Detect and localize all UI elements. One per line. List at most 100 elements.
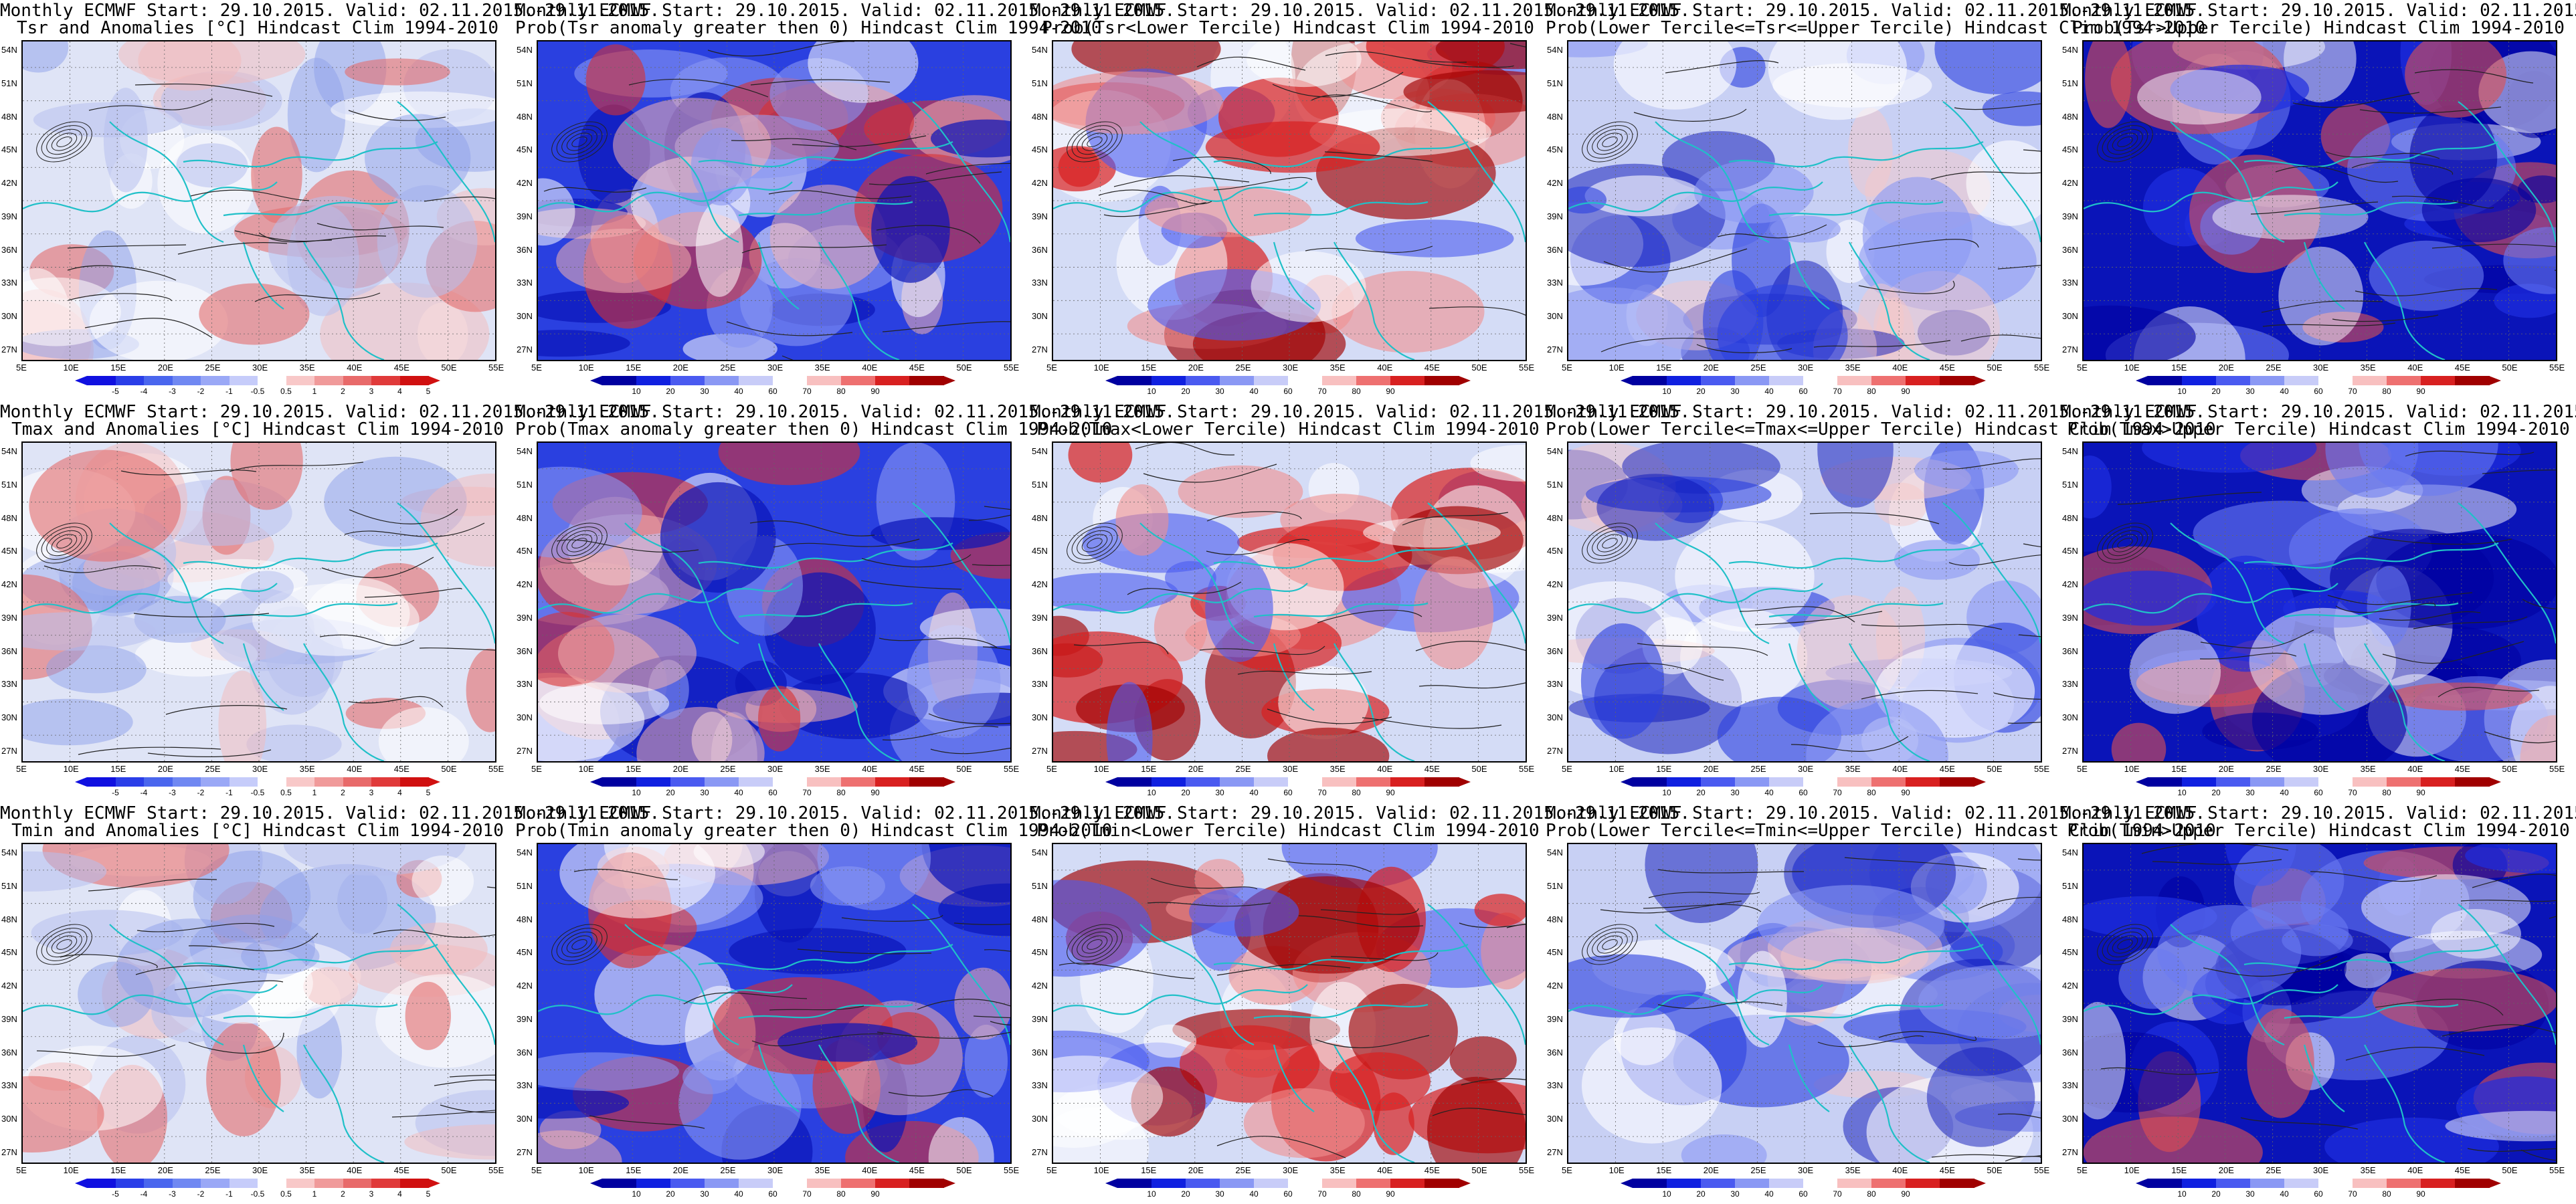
coastline — [1253, 201, 1429, 217]
temperature-contour — [134, 83, 273, 97]
latitude-label: 48N — [1547, 914, 1563, 924]
shaded-region — [1053, 1056, 1164, 1138]
colorbar-segment — [2387, 1179, 2421, 1188]
shaded-region — [1329, 1052, 1431, 1111]
colorbar-segment — [371, 777, 400, 787]
temperature-contour — [2520, 1149, 2556, 1161]
temperature-contour — [1324, 151, 1433, 163]
colorbar-segment — [1220, 376, 1255, 385]
coastline — [1053, 181, 1308, 213]
temperature-contour — [88, 878, 217, 892]
colorbar-label: -0.5 — [250, 788, 265, 797]
latitude-label: 45N — [1, 947, 17, 958]
longitude-label: 25E — [2266, 1165, 2282, 1175]
colorbar-segment — [602, 1179, 637, 1188]
latitude-label: 51N — [2062, 880, 2078, 891]
colorbar-segment — [602, 777, 637, 787]
latitude-label: 45N — [1547, 144, 1563, 155]
colorbar-label: 30 — [1215, 387, 1224, 396]
coastline — [912, 101, 1010, 243]
coastline — [1273, 241, 1315, 310]
colorbar-label: 2 — [341, 387, 345, 396]
latitude-label: 27N — [1032, 1147, 1048, 1157]
latitude-label: 45N — [1032, 144, 1048, 155]
panel-title-line2: Prob(Tmin anomaly greater then 0) Hindca… — [515, 821, 1113, 841]
elevation-contour — [2107, 128, 2143, 155]
elevation-contour — [46, 128, 82, 155]
longitude-label: 30E — [1283, 764, 1299, 774]
colorbar-segment — [1837, 1179, 1872, 1188]
latitude-label: 30N — [1547, 712, 1563, 723]
colorbar-segment — [87, 376, 116, 385]
colorbar-label: 60 — [1799, 1189, 1808, 1199]
coastline — [223, 201, 398, 217]
elevation-contour — [1602, 538, 1618, 548]
temperature-contour — [882, 726, 999, 740]
colorbar-label: -1 — [225, 1189, 233, 1199]
longitude-label: 45E — [2454, 1165, 2470, 1175]
elevation-contour — [1087, 939, 1103, 950]
latitude-label: 39N — [1032, 211, 1048, 221]
temperature-contour — [1930, 171, 2041, 180]
coastline — [2084, 181, 2338, 213]
longitude-label: 35E — [299, 1165, 315, 1175]
coastline — [1768, 602, 1944, 618]
colorbar-segment — [841, 777, 876, 787]
latitude-label: 30N — [1, 712, 17, 723]
longitude-label: 10E — [1608, 764, 1625, 774]
longitude-label: 20E — [2218, 764, 2234, 774]
shaded-region — [1934, 41, 2041, 94]
latitude-label: 45N — [1547, 546, 1563, 557]
temperature-contour — [1461, 1078, 1526, 1086]
longitude-label: 15E — [1656, 363, 1672, 373]
map-panel-tmax-prob-pos: Monthly ECMWF Start: 29.10.2015. Valid: … — [515, 401, 1176, 803]
temperature-contour — [364, 588, 462, 598]
colorbar-label: 10 — [632, 387, 641, 396]
map-area — [1052, 40, 1527, 361]
panel-title-line1: Monthly ECMWF Start: 29.10.2015. Valid: … — [0, 1, 660, 21]
shaded-region — [2137, 70, 2262, 125]
shaded-region — [1144, 186, 1312, 237]
longitude-label: 55E — [2034, 1165, 2050, 1175]
temperature-contour — [982, 646, 1010, 651]
longitude-label: 55E — [2549, 363, 2565, 373]
elevation-contour — [1602, 939, 1618, 950]
shaded-region — [636, 706, 765, 761]
panel-title-line1: Monthly ECMWF Start: 29.10.2015. Valid: … — [515, 402, 1176, 422]
temperature-contour — [2413, 616, 2528, 629]
shaded-region — [2325, 443, 2419, 498]
colorbar-segment — [286, 1179, 315, 1188]
colorbar — [2136, 777, 2501, 787]
coastline — [1568, 583, 1823, 614]
latitude-label: 30N — [1547, 1114, 1563, 1124]
shaded-region — [377, 185, 478, 298]
colorbar-segment — [2421, 1179, 2456, 1188]
colorbar-label: 10 — [1662, 788, 1671, 797]
colorbar-label: 80 — [836, 1189, 846, 1199]
temperature-contour — [741, 244, 887, 254]
latitude-label: 39N — [1547, 211, 1563, 221]
latitude-label: 27N — [2062, 344, 2078, 355]
longitude-label: 25E — [1750, 764, 1766, 774]
longitude-label: 55E — [488, 363, 504, 373]
temperature-contour — [177, 241, 288, 255]
colorbar-low-arrow — [590, 1179, 602, 1188]
panel-title-line1: Monthly ECMWF Start: 29.10.2015. Valid: … — [1030, 402, 1691, 422]
colorbar-segment — [229, 777, 258, 787]
longitude-label: 55E — [1519, 1165, 1535, 1175]
latitude-label: 33N — [1547, 278, 1563, 288]
shaded-region — [538, 178, 575, 246]
coastline — [1053, 984, 1308, 1015]
temperature-contour — [2262, 322, 2396, 327]
colorbar-high-arrow — [1459, 376, 1471, 385]
colorbar-segment — [1871, 1179, 1906, 1188]
longitude-label: 50E — [1987, 363, 2003, 373]
latitude-label: 33N — [1, 1080, 17, 1091]
latitude-label: 36N — [517, 645, 533, 656]
longitude-label: 30E — [1798, 764, 1814, 774]
longitude-label: 5E — [1046, 363, 1057, 373]
latitude-label: 48N — [517, 512, 533, 523]
longitude-label: 30E — [2313, 363, 2329, 373]
shaded-region — [919, 608, 1010, 647]
colorbar — [590, 376, 955, 385]
